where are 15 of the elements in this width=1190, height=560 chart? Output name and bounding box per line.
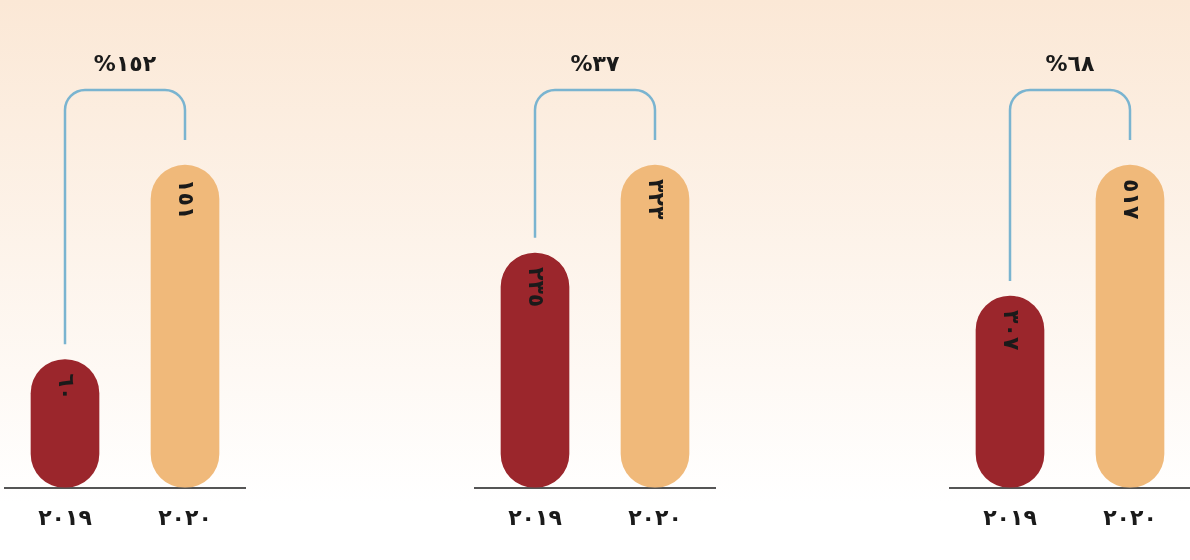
text: %٣٧ [570,50,621,76]
text: %٦٨ [1045,50,1096,76]
data-label: ٣٠٧ [999,310,1025,351]
data-label: ٥١٧ [1119,179,1145,220]
text: %١٥٢ [93,50,157,76]
x-tick-label: ٢٠٢٠ [1103,504,1157,530]
x-tick-label: ٢٠١٩ [38,504,92,530]
x-tick-label: ٢٠٢٠ [158,504,212,530]
data-label: ١٥١ [174,179,200,220]
data-label: ٣٢٣ [644,179,670,220]
x-tick-label: ٢٠١٩ [508,504,562,530]
x-tick-label: ٢٠٢٠ [628,504,682,530]
data-label: ٢٣٥ [524,266,550,308]
data-label: ٦٠ [54,373,80,401]
x-tick-label: ٢٠١٩ [983,504,1037,530]
